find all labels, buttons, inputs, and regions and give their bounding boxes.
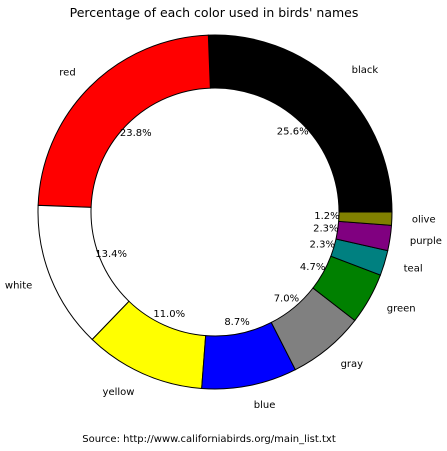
slice-label-blue: blue xyxy=(254,400,276,411)
pct-label-blue: 8.7% xyxy=(224,317,249,328)
pct-label-white: 13.4% xyxy=(95,249,127,260)
pct-label-teal: 2.3% xyxy=(310,239,335,250)
slice-label-purple: purple xyxy=(410,236,442,247)
pct-label-olive: 1.2% xyxy=(314,211,339,222)
slices-group xyxy=(37,34,393,390)
labels-group: black 25.6% red 23.8% white 13.4% yellow 11.0% b… xyxy=(5,65,442,411)
pct-label-purple: 2.3% xyxy=(313,223,338,234)
slice-label-white: white xyxy=(5,281,32,292)
pct-label-green: 4.7% xyxy=(300,262,325,273)
pct-label-red: 23.8% xyxy=(120,128,152,139)
slice-label-red: red xyxy=(59,68,75,79)
slice-olive xyxy=(338,211,393,226)
slice-label-gray: gray xyxy=(341,359,364,370)
pct-label-yellow: 11.0% xyxy=(153,309,185,320)
slice-label-olive: olive xyxy=(412,214,436,225)
pct-label-gray: 7.0% xyxy=(274,293,299,304)
source-note: Source: http://www.californiabirds.org/m… xyxy=(82,434,336,445)
pct-label-black: 25.6% xyxy=(277,126,309,137)
slice-red xyxy=(37,34,211,208)
slice-label-teal: teal xyxy=(404,264,423,275)
slice-black xyxy=(207,34,393,213)
chart-title: Percentage of each color used in birds' … xyxy=(70,5,359,20)
slice-label-black: black xyxy=(352,65,379,76)
slice-label-green: green xyxy=(387,304,416,315)
slice-label-yellow: yellow xyxy=(103,387,135,398)
